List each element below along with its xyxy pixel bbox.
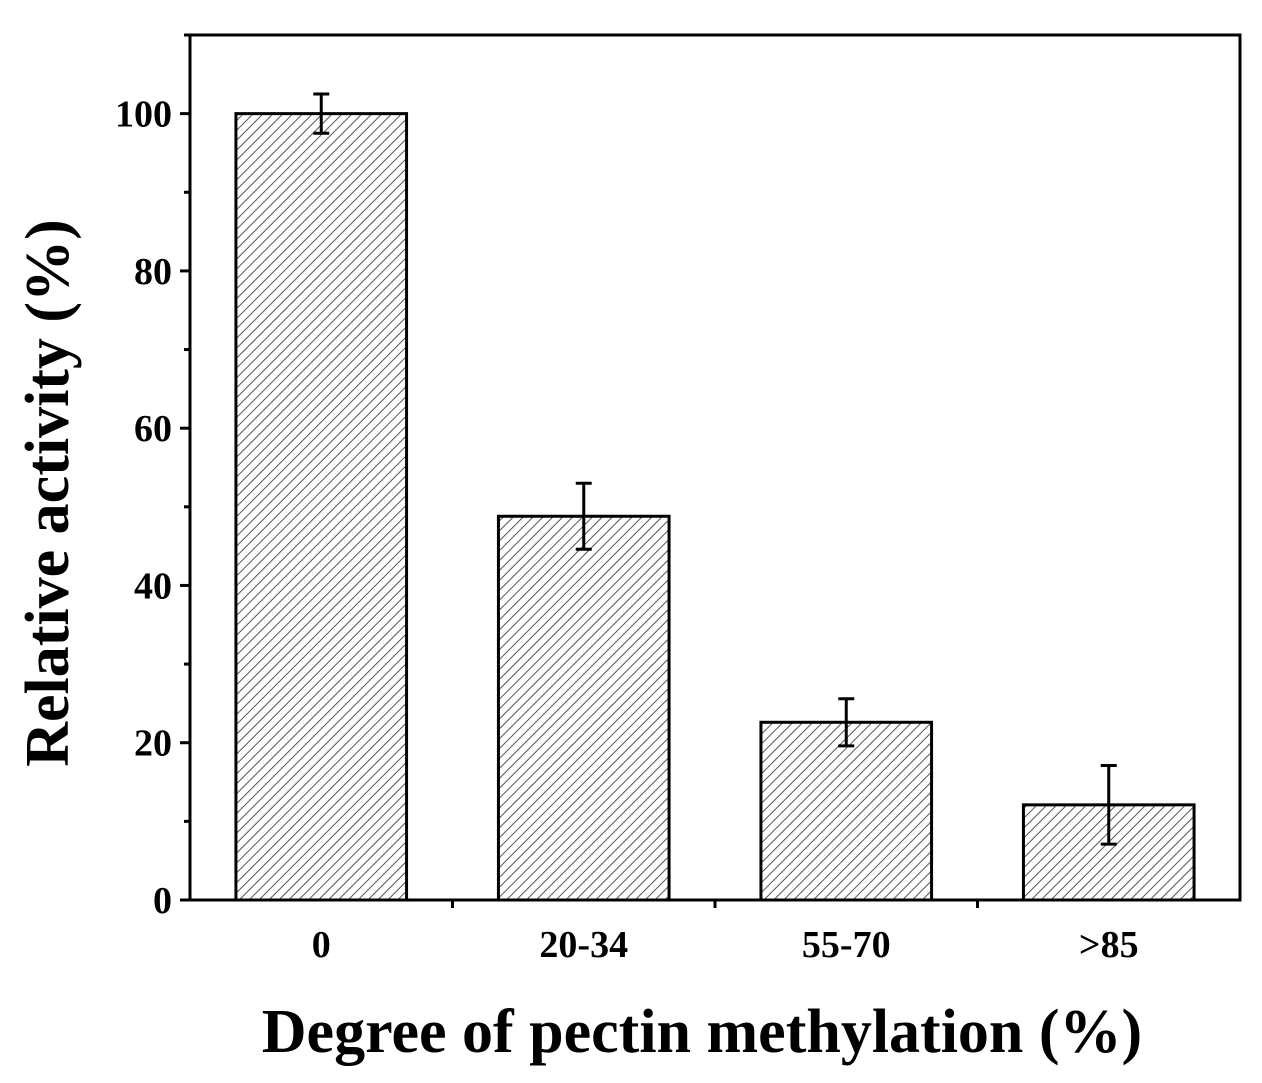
x-tick-label: >85 bbox=[1079, 924, 1139, 966]
x-tick-label: 0 bbox=[312, 924, 331, 966]
y-tick-label: 60 bbox=[134, 408, 172, 450]
bar-0 bbox=[234, 112, 409, 902]
x-tick-label: 20-34 bbox=[539, 924, 628, 966]
y-tick-label: 100 bbox=[115, 94, 172, 136]
x-tick-label: 55-70 bbox=[802, 924, 891, 966]
y-tick-label: 40 bbox=[134, 565, 172, 607]
x-axis-title: Degree of pectin methylation (%) bbox=[262, 998, 1142, 1066]
y-axis-title: Relative activity (%) bbox=[14, 219, 82, 766]
bar-20-34 bbox=[496, 514, 671, 902]
y-tick-label: 0 bbox=[153, 880, 172, 922]
y-tick-label: 80 bbox=[134, 251, 172, 293]
bar-55-70 bbox=[759, 720, 934, 902]
y-tick-label: 20 bbox=[134, 723, 172, 765]
